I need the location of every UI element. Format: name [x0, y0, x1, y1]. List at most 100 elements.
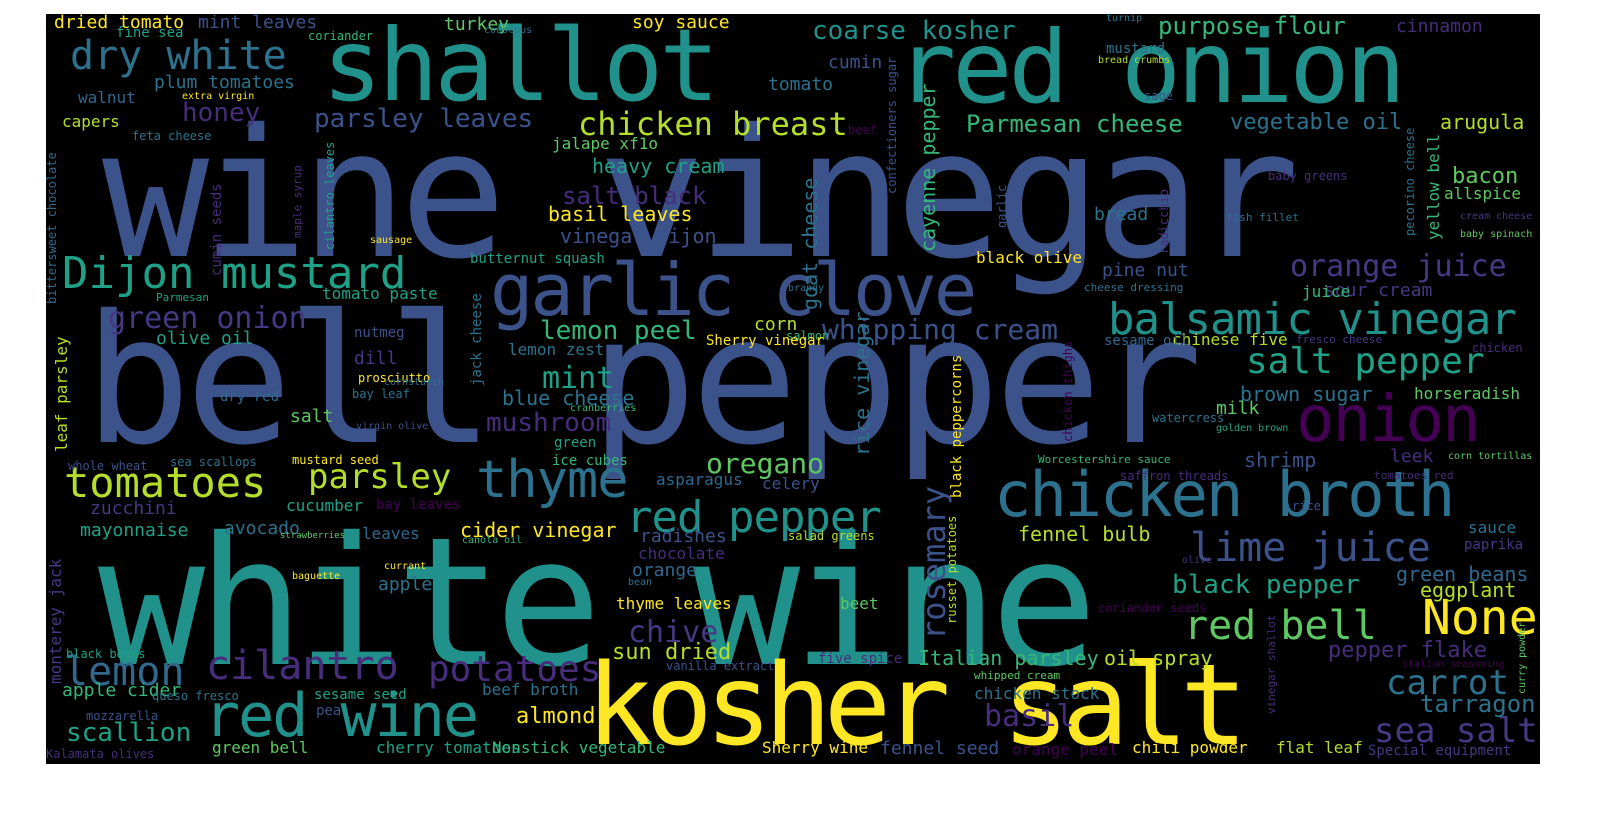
word: mustard seed	[292, 453, 379, 467]
word: whipped cream	[974, 669, 1061, 682]
word: green onion	[108, 301, 307, 336]
word: jack cheese	[469, 293, 485, 386]
word: pine nut	[1102, 260, 1189, 281]
word: virgin olive	[356, 421, 429, 432]
word: strawberries	[280, 531, 346, 541]
word: tomato paste	[322, 284, 438, 303]
word: juice	[1302, 282, 1351, 301]
word: cherry tomatoes	[376, 738, 521, 757]
word: mushroom	[486, 408, 612, 438]
word: whole wheat	[68, 459, 148, 473]
word: currant	[384, 561, 427, 572]
word: dried tomato	[54, 14, 185, 33]
word: balsamic vinegar	[1108, 294, 1517, 345]
word: cilantro leaves	[323, 141, 337, 250]
word: Special equipment	[1368, 743, 1512, 759]
word: None	[1422, 590, 1538, 646]
word: avocado	[224, 518, 300, 539]
word: chinese five	[1172, 330, 1288, 349]
word: cinnamon	[1396, 16, 1483, 37]
word: bread	[1094, 204, 1149, 225]
word: vanilla extract	[666, 659, 775, 673]
word: pecorino cheese	[1403, 127, 1417, 236]
word: leek	[1390, 446, 1434, 467]
word: chili powder	[1132, 738, 1248, 757]
word: plum tomatoes	[154, 72, 295, 93]
word-cloud: wine vinegar bell pepper white wine kosh…	[46, 14, 1540, 764]
word: paprika	[1464, 537, 1524, 553]
word: kosher salt	[586, 641, 1248, 764]
word: black pepper	[1172, 570, 1360, 600]
word: confectioners sugar	[885, 56, 899, 194]
word: nutmeg	[354, 325, 405, 341]
word: sesame oil	[1104, 333, 1189, 349]
word: red onion	[896, 14, 1406, 126]
word: Worcestershire sauce	[1038, 453, 1171, 466]
word: Sherry wine	[762, 738, 868, 757]
word: shrimp	[1244, 448, 1317, 472]
word: beef broth	[482, 680, 579, 699]
word: sea salt	[1374, 711, 1538, 751]
word: cucumber	[286, 496, 364, 515]
word: chicken broth	[994, 458, 1455, 531]
word: watercress	[1152, 411, 1225, 425]
word: apple cider	[62, 680, 182, 701]
word: mint	[542, 361, 615, 396]
word: parsley	[308, 457, 452, 497]
word: red bell	[1184, 603, 1377, 649]
word: couscous	[484, 25, 533, 36]
word: sea scallops	[170, 455, 257, 469]
word: vinegar Dijon	[560, 224, 717, 248]
word: chocolate	[638, 544, 725, 563]
word: jalape xf1o	[552, 134, 658, 153]
word: celery	[762, 474, 820, 493]
word: fennel bulb	[1018, 522, 1151, 546]
word: sun dried	[612, 640, 732, 665]
word: turnip	[1106, 14, 1143, 24]
word: almond	[516, 704, 596, 729]
word: butternut squash	[470, 251, 605, 267]
word: eggplant	[1420, 578, 1517, 602]
word: salad greens	[788, 529, 875, 543]
word: yellow bell	[1424, 134, 1443, 240]
word: olive	[1182, 555, 1213, 566]
word: apple	[378, 574, 433, 595]
word: garlic clove	[490, 248, 977, 332]
word: cornstarch	[384, 377, 445, 388]
word: fine sea	[116, 25, 184, 41]
word: oregano	[706, 447, 825, 480]
word: honey	[182, 98, 261, 128]
word: corn	[754, 314, 798, 335]
word: chicken stock	[974, 684, 1100, 703]
word: mozzarella	[86, 709, 159, 723]
word: baby spinach	[1460, 229, 1533, 240]
word: zucchini	[90, 498, 177, 519]
word: dry white	[70, 33, 287, 79]
word: orange peel	[1012, 740, 1118, 759]
word: Parmesan	[156, 291, 209, 304]
word: fish fillet	[1226, 211, 1299, 224]
word: bay leaf	[352, 387, 410, 401]
word: tomatoes red	[1374, 469, 1454, 482]
word: milk	[1216, 398, 1260, 419]
word: radishes	[640, 526, 727, 547]
word: prosciutto	[358, 371, 431, 385]
word: chicken	[1472, 341, 1523, 355]
word: monterey jack	[46, 558, 65, 684]
word: whipping cream	[822, 313, 1059, 346]
word: dill	[354, 348, 398, 369]
word: cheese dressing	[1084, 281, 1184, 294]
word: shallot	[322, 14, 719, 124]
word: red wine	[204, 681, 479, 751]
word: bread crumbs	[1098, 55, 1171, 66]
word: onion	[1296, 383, 1481, 457]
word: arugula	[1440, 110, 1525, 134]
word: soy sauce	[632, 14, 730, 33]
word: green	[554, 435, 597, 451]
word: chicken breast	[578, 105, 848, 143]
word: allspice	[1444, 184, 1522, 203]
word: sauce	[1468, 518, 1517, 537]
word: sausage	[370, 235, 413, 246]
word: black olive	[976, 248, 1082, 267]
word: scallion	[66, 718, 192, 748]
